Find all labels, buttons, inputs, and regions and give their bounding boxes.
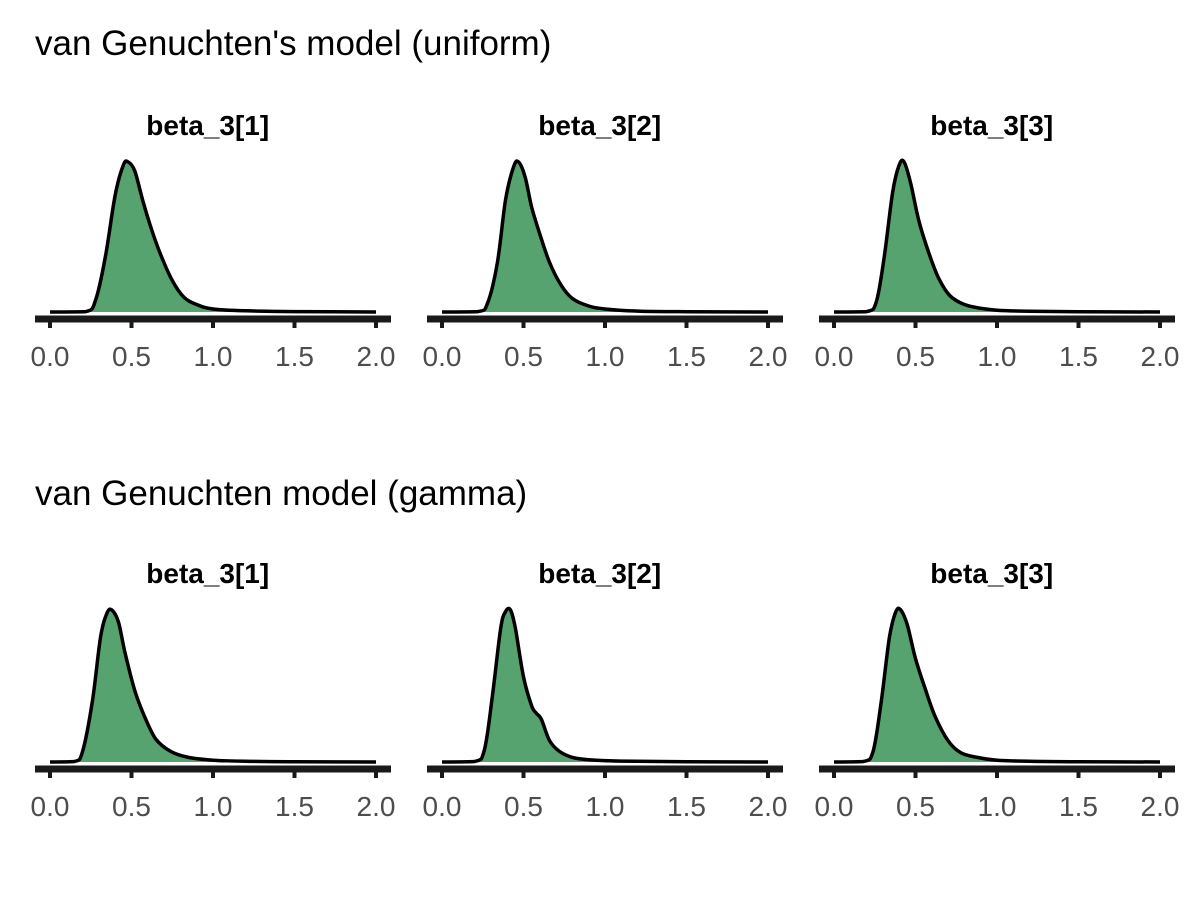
x-tick-label: 0.5 xyxy=(896,791,935,822)
x-tick-label: 0.0 xyxy=(423,341,462,372)
x-tick-label: 1.0 xyxy=(586,341,625,372)
x-tick-label: 0.0 xyxy=(815,791,854,822)
x-tick-label: 2.0 xyxy=(749,791,788,822)
density-curve xyxy=(441,159,769,314)
density-curve xyxy=(833,158,1161,314)
x-tick-label: 1.5 xyxy=(667,341,706,372)
group-title-gamma: van Genuchten model (gamma) xyxy=(35,474,527,513)
x-tick-label: 1.0 xyxy=(586,791,625,822)
x-tick-label: 1.5 xyxy=(667,791,706,822)
density-curve xyxy=(49,159,377,314)
facet-panel-2: beta_3[2] 0.0 0.5 1.0 1.5 2.0 xyxy=(423,110,788,372)
x-tick-label: 0.0 xyxy=(31,341,70,372)
x-tick-label: 1.5 xyxy=(1059,791,1098,822)
x-tick-label: 1.5 xyxy=(1059,341,1098,372)
density-area xyxy=(50,161,376,312)
facet-title: beta_3[1] xyxy=(146,110,269,141)
x-tick-label: 0.0 xyxy=(815,341,854,372)
density-curve xyxy=(833,606,1161,764)
x-tick-label: 0.5 xyxy=(504,791,543,822)
x-tick-label: 2.0 xyxy=(357,341,396,372)
x-tick-label: 2.0 xyxy=(357,791,396,822)
facet-group-uniform: beta_3[1] 0.0 0.5 1.0 1.5 2.0 beta_3[2] 0.0 0.5 1… xyxy=(31,110,1180,372)
x-tick-label: 2.0 xyxy=(1141,791,1180,822)
facet-panel-2: beta_3[2] 0.0 0.5 1.0 1.5 2.0 xyxy=(423,558,788,822)
group-title-uniform: van Genuchten's model (uniform) xyxy=(35,24,551,63)
density-area xyxy=(442,608,768,762)
x-tick-label: 1.0 xyxy=(978,791,1017,822)
x-tick-label: 1.0 xyxy=(978,341,1017,372)
x-tick-label: 2.0 xyxy=(749,341,788,372)
x-tick-label: 1.0 xyxy=(194,791,233,822)
facet-title: beta_3[1] xyxy=(146,558,269,589)
x-tick-label: 0.0 xyxy=(31,791,70,822)
x-tick-label: 1.5 xyxy=(275,791,314,822)
facet-title: beta_3[3] xyxy=(930,558,1053,589)
x-tick-label: 2.0 xyxy=(1141,341,1180,372)
x-tick-label: 0.5 xyxy=(504,341,543,372)
x-tick-label: 1.0 xyxy=(194,341,233,372)
facet-panel-3: beta_3[3] 0.0 0.5 1.0 1.5 2.0 xyxy=(815,110,1180,372)
x-tick-label: 1.5 xyxy=(275,341,314,372)
density-curve xyxy=(49,607,377,764)
facet-panel-1: beta_3[1] 0.0 0.5 1.0 1.5 2.0 xyxy=(31,110,396,372)
facet-title: beta_3[2] xyxy=(538,558,661,589)
facet-title: beta_3[2] xyxy=(538,110,661,141)
density-area xyxy=(834,608,1160,762)
density-area xyxy=(834,160,1160,312)
x-tick-label: 0.5 xyxy=(112,791,151,822)
facet-group-gamma: beta_3[1] 0.0 0.5 1.0 1.5 2.0 beta_3[2] 0.0 0.5 1… xyxy=(31,558,1180,822)
facet-panel-1: beta_3[1] 0.0 0.5 1.0 1.5 2.0 xyxy=(31,558,396,822)
facet-title: beta_3[3] xyxy=(930,110,1053,141)
density-area xyxy=(50,609,376,762)
x-tick-label: 0.0 xyxy=(423,791,462,822)
density-curve xyxy=(441,606,769,764)
facet-panel-3: beta_3[3] 0.0 0.5 1.0 1.5 2.0 xyxy=(815,558,1180,822)
x-tick-label: 0.5 xyxy=(112,341,151,372)
x-tick-label: 0.5 xyxy=(896,341,935,372)
density-area xyxy=(442,161,768,312)
